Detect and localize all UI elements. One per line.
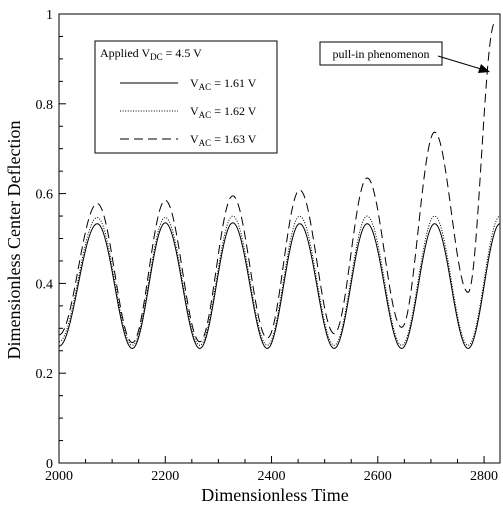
legend: Applied VDC = 4.5 V VAC = 1.61 V VAC = 1… (94, 40, 278, 154)
x-axis-title: Dimensionless Time (201, 485, 349, 505)
x-tick-label: 2800 (470, 469, 498, 484)
y-tick-label: 0 (46, 457, 53, 472)
y-tick-label: 1 (46, 8, 53, 23)
annotation-arrowhead (478, 64, 490, 73)
legend-box (94, 40, 278, 154)
x-tick-label: 2000 (45, 469, 73, 484)
legend-entry-2: VAC = 1.62 V (190, 104, 257, 120)
annotation-text: pull-in phenomenon (333, 47, 430, 61)
y-tick-label: 0.8 (36, 98, 54, 113)
annotation: pull-in phenomenon (319, 41, 490, 73)
y-tick-label: 0.2 (36, 367, 54, 382)
legend-title: Applied VDC = 4.5 V (100, 46, 202, 62)
series-line-3 (58, 22, 496, 344)
series-line-2 (58, 215, 501, 346)
legend-entry-3: VAC = 1.63 V (190, 132, 257, 148)
axis-ticks: 2000 2200 2400 2600 2800 0 0.2 0.4 0.6 0.8 1 (36, 8, 499, 484)
series-line-1 (58, 222, 501, 350)
x-tick-label: 2600 (364, 469, 392, 484)
y-axis-title: Dimensionless Center Deflection (4, 121, 24, 360)
series-layer (58, 22, 501, 350)
legend-entry-1: VAC = 1.61 V (190, 76, 257, 92)
y-tick-label: 0.4 (36, 277, 54, 292)
annotation-arrow-line (437, 55, 482, 70)
y-tick-label: 0.6 (36, 188, 54, 203)
annotation-box (319, 41, 443, 66)
x-tick-label: 2200 (151, 469, 179, 484)
x-tick-label: 2400 (258, 469, 286, 484)
